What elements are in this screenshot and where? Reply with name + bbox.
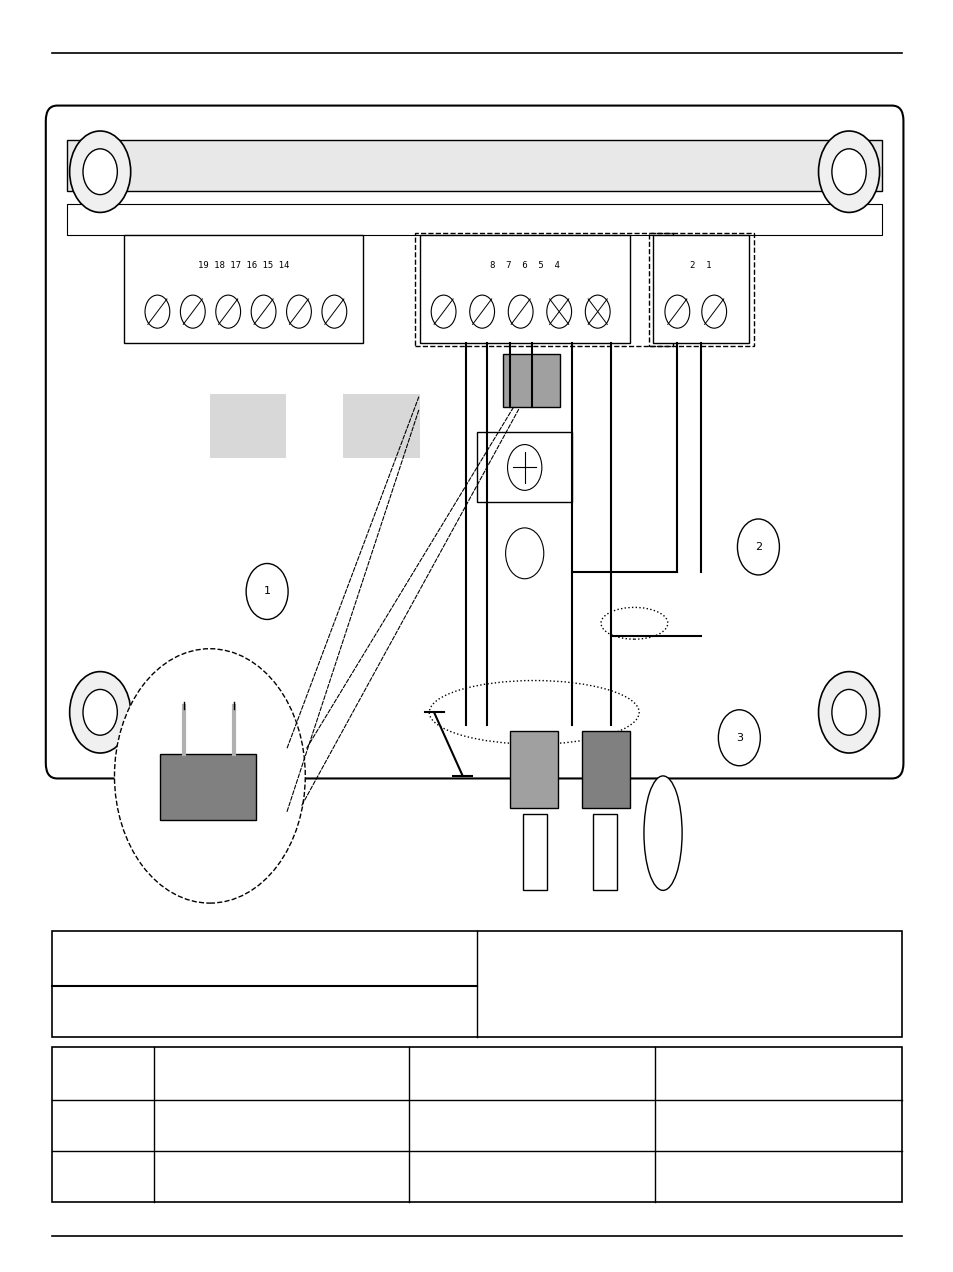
Text: 1: 1 bbox=[263, 586, 271, 597]
Text: 3: 3 bbox=[735, 733, 742, 743]
Circle shape bbox=[321, 295, 346, 328]
Bar bbox=[510, 731, 558, 808]
Bar bbox=[67, 204, 882, 235]
Bar bbox=[522, 814, 546, 890]
Bar bbox=[160, 754, 255, 820]
Circle shape bbox=[83, 149, 117, 195]
Ellipse shape bbox=[643, 776, 681, 890]
Circle shape bbox=[831, 149, 865, 195]
Circle shape bbox=[431, 295, 456, 328]
Text: 8  7  6  5  4: 8 7 6 5 4 bbox=[489, 261, 559, 270]
Circle shape bbox=[505, 528, 543, 579]
Circle shape bbox=[831, 689, 865, 735]
Circle shape bbox=[251, 295, 275, 328]
Circle shape bbox=[246, 563, 288, 619]
Circle shape bbox=[546, 295, 571, 328]
Bar bbox=[124, 235, 362, 343]
Bar bbox=[52, 1047, 901, 1202]
Circle shape bbox=[818, 131, 879, 212]
Bar bbox=[415, 233, 672, 346]
Circle shape bbox=[215, 295, 240, 328]
Circle shape bbox=[70, 131, 131, 212]
Circle shape bbox=[818, 672, 879, 753]
Circle shape bbox=[737, 519, 779, 575]
Bar bbox=[419, 235, 629, 343]
Text: 19 18 17 16 15 14: 19 18 17 16 15 14 bbox=[197, 261, 289, 270]
Circle shape bbox=[83, 689, 117, 735]
Bar bbox=[648, 233, 753, 346]
Circle shape bbox=[70, 672, 131, 753]
Circle shape bbox=[286, 295, 311, 328]
Bar bbox=[210, 394, 286, 458]
Circle shape bbox=[585, 295, 610, 328]
Bar bbox=[343, 394, 419, 458]
Circle shape bbox=[508, 295, 533, 328]
Text: 2  1: 2 1 bbox=[690, 261, 711, 270]
Bar bbox=[581, 731, 629, 808]
Circle shape bbox=[114, 649, 305, 903]
Circle shape bbox=[701, 295, 726, 328]
Bar bbox=[476, 432, 572, 502]
Bar bbox=[52, 931, 901, 1037]
Bar bbox=[502, 354, 559, 407]
Bar bbox=[593, 814, 617, 890]
Circle shape bbox=[469, 295, 494, 328]
Circle shape bbox=[180, 295, 205, 328]
Bar bbox=[67, 140, 882, 191]
Bar bbox=[653, 235, 748, 343]
Circle shape bbox=[718, 710, 760, 766]
Circle shape bbox=[145, 295, 170, 328]
Text: 2: 2 bbox=[754, 542, 761, 552]
Circle shape bbox=[664, 295, 689, 328]
FancyBboxPatch shape bbox=[46, 106, 902, 778]
Circle shape bbox=[507, 445, 541, 490]
